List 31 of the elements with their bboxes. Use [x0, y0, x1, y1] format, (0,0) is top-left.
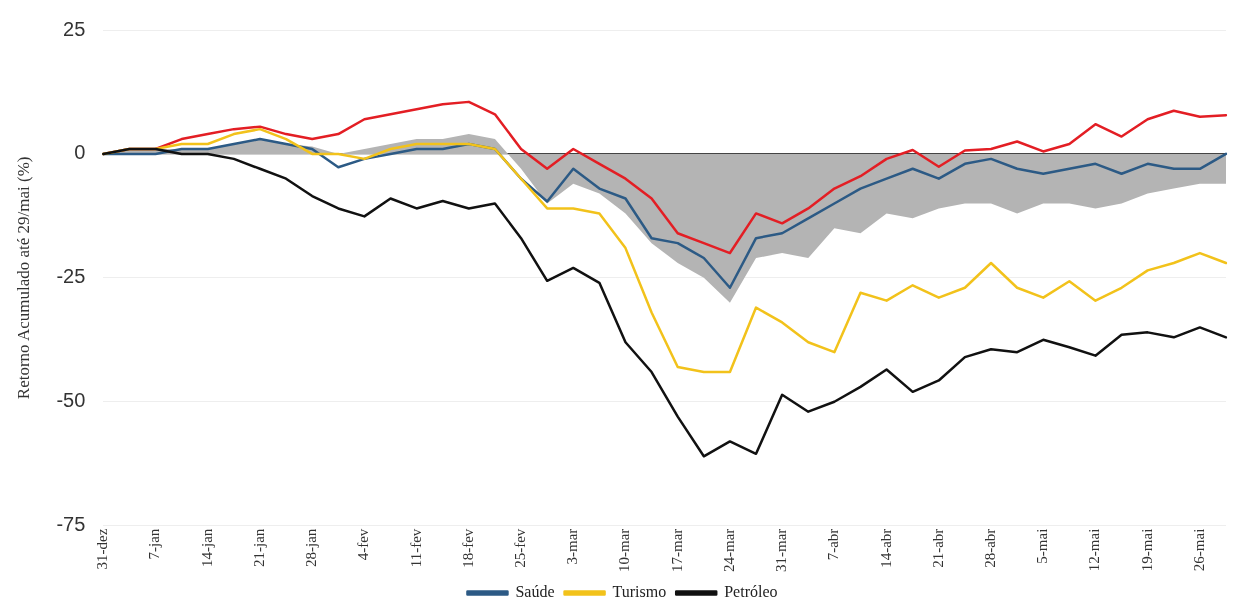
x-tick-label: 14-abr [877, 528, 894, 568]
x-tick-label: 21-abr [929, 528, 946, 568]
legend-label: Turismo [612, 583, 667, 601]
x-tick-label: 19-mai [1138, 528, 1155, 572]
y-tick-label: -25 [56, 265, 86, 288]
y-tick-label: -50 [56, 389, 86, 412]
x-tick-label: 7-abr [825, 528, 842, 561]
x-tick-label: 7-jan [146, 528, 163, 560]
x-tick-label: 18-fev [459, 528, 476, 568]
x-tick-label: 28-abr [981, 528, 998, 568]
x-tick-label: 10-mar [616, 528, 633, 573]
x-tick-label: 24-mar [720, 528, 737, 573]
x-tick-label: 25-fev [511, 528, 528, 568]
x-tick-label: 11-fev [407, 528, 424, 568]
legend-label: Petróleo [724, 583, 778, 601]
x-tick-label: 5-mai [1034, 528, 1051, 564]
y-axis-title: Retorno Acumulado até 29/mai (%) [13, 156, 33, 400]
y-tick-label: 25 [63, 17, 86, 40]
x-tick-label: 4-fev [355, 528, 372, 561]
legend-label: Saúde [515, 583, 555, 601]
x-tick-label: 21-jan [250, 528, 267, 568]
y-tick-label: -75 [56, 513, 86, 536]
x-tick-label: 28-jan [303, 528, 320, 568]
x-tick-label: 17-mar [668, 528, 685, 573]
y-tick-label: 0 [74, 141, 86, 164]
x-tick-label: 31-mar [773, 528, 790, 573]
x-tick-label: 26-mai [1190, 528, 1207, 572]
x-tick-label: 12-mai [1086, 528, 1103, 572]
x-tick-label: 3-mar [564, 528, 581, 565]
x-tick-label: 31-dez [94, 528, 111, 570]
x-tick-label: 14-jan [198, 528, 215, 568]
